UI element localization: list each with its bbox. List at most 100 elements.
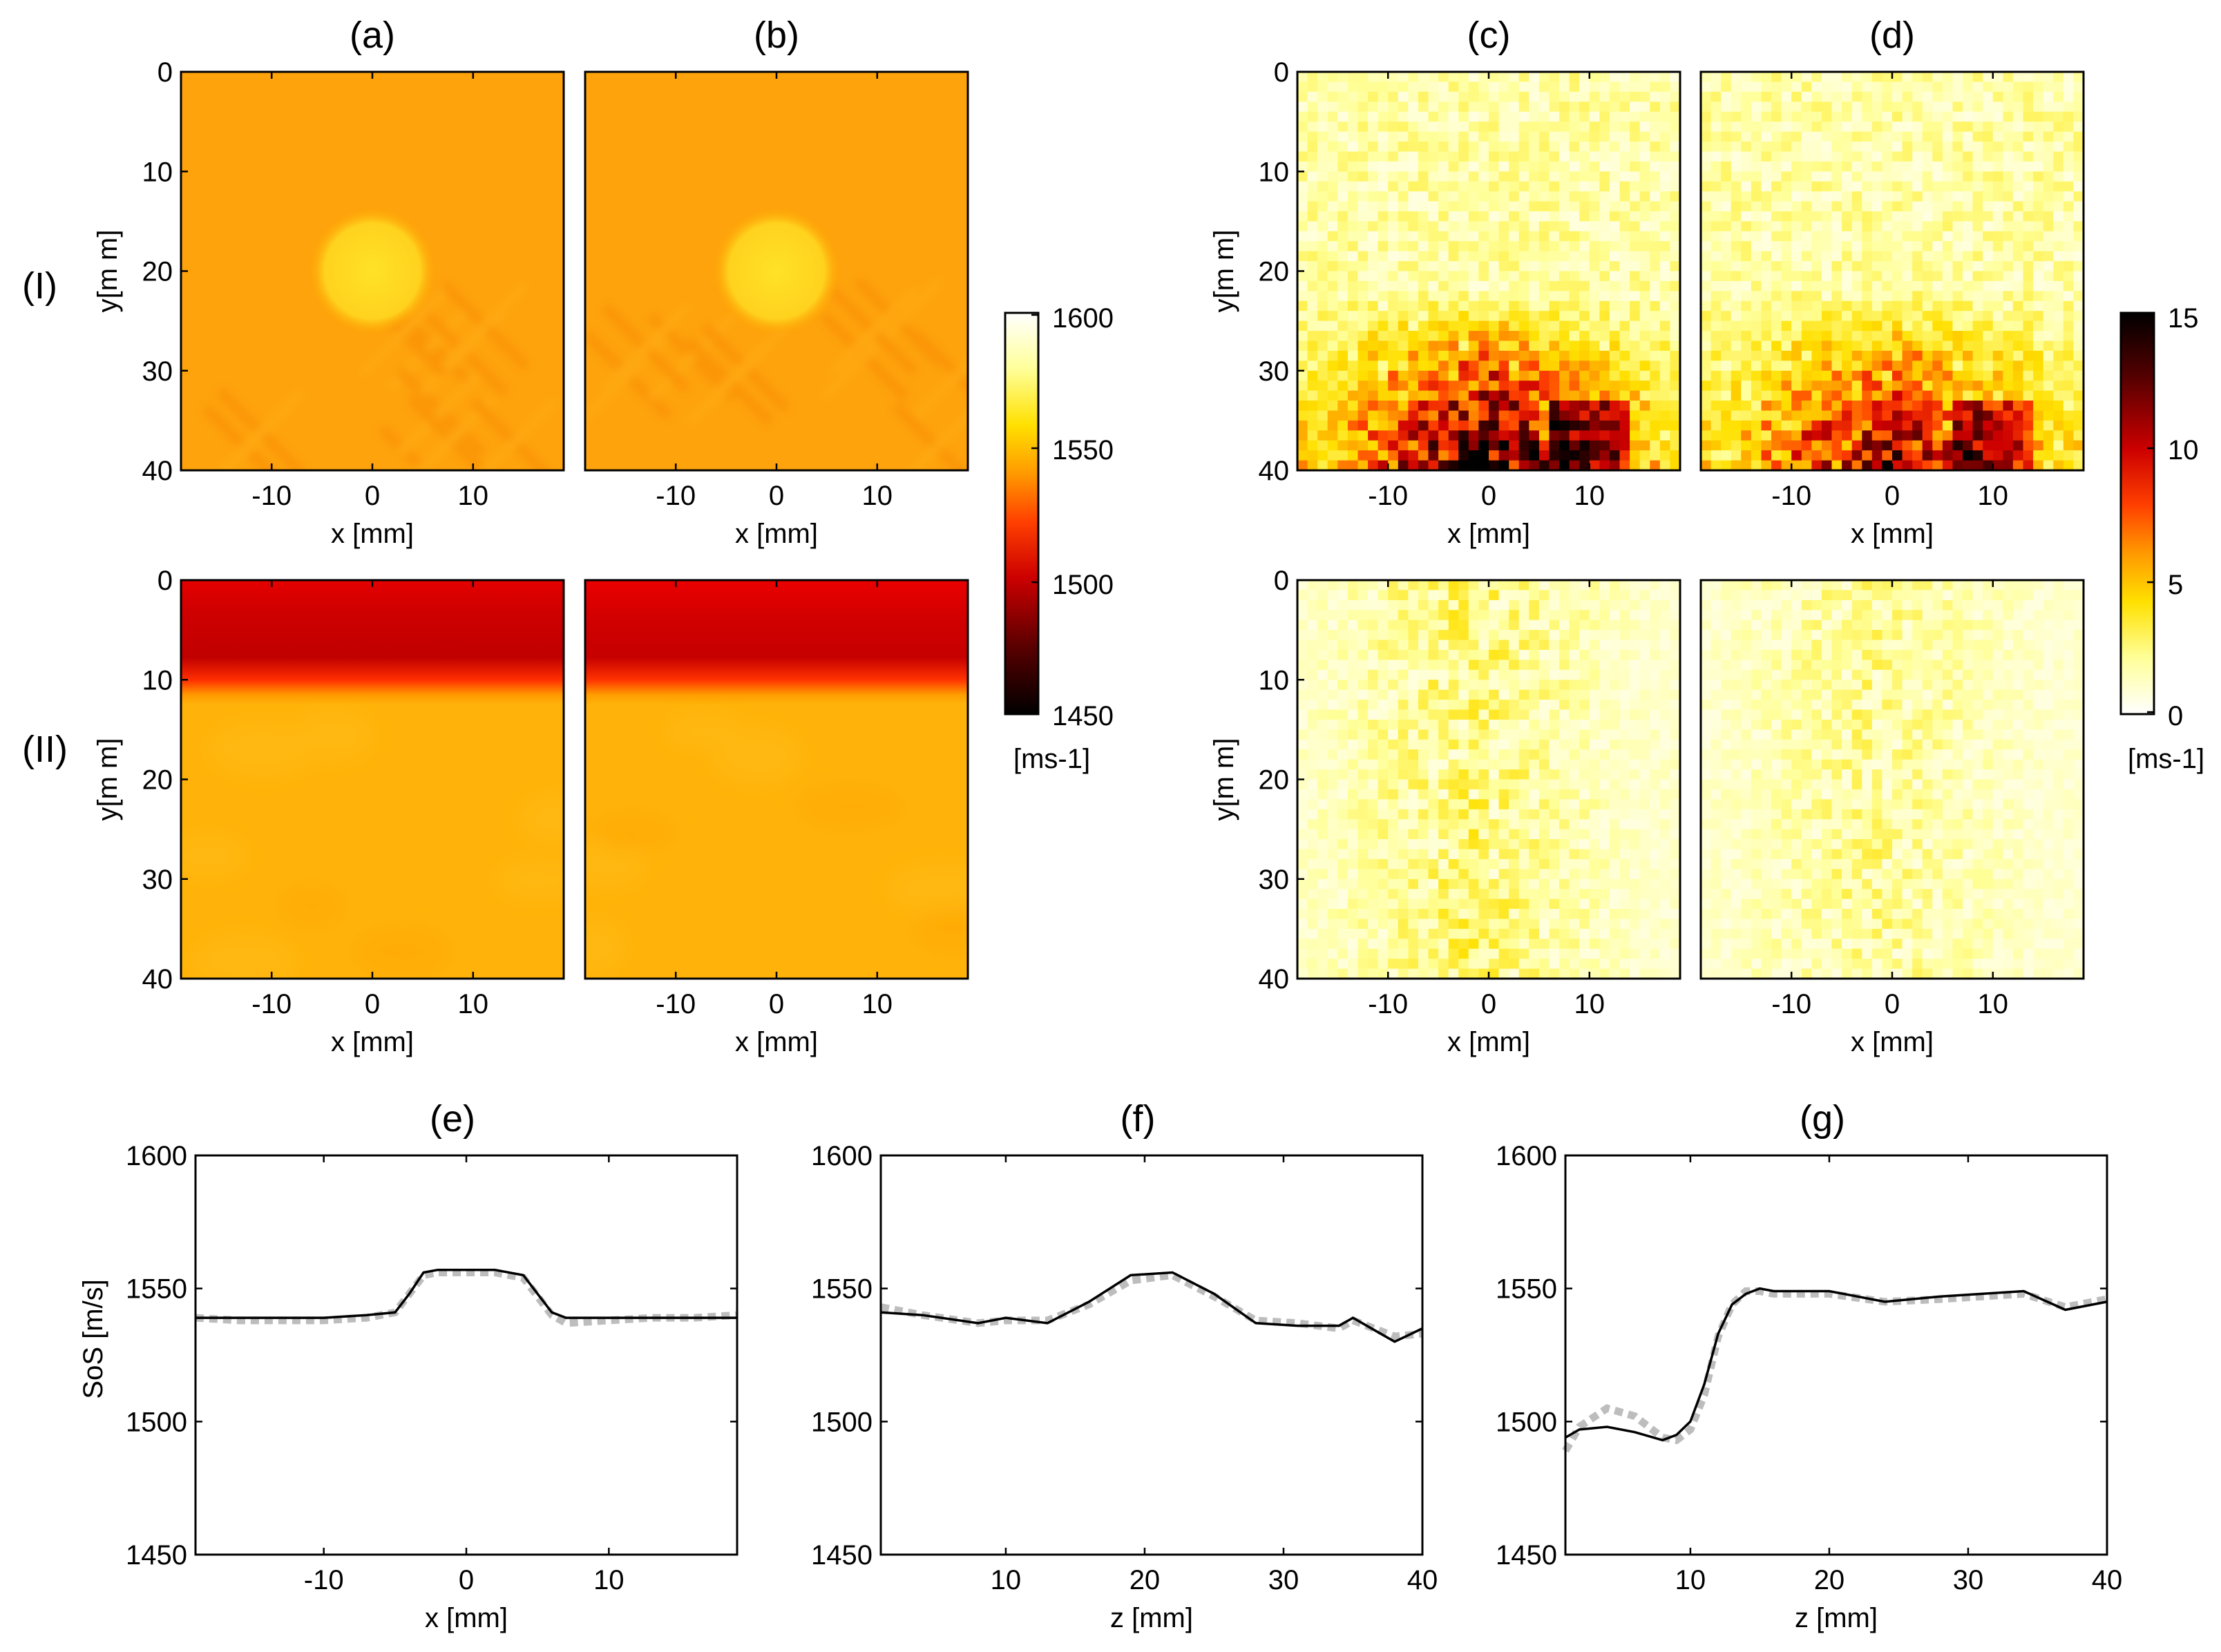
heatmap-cell [1871,450,1882,461]
heatmap-cell [1489,102,1500,113]
heatmap-cell [1428,241,1439,252]
heatmap-cell [1650,401,1661,411]
heatmap-cell [1650,361,1661,372]
heatmap-cell [1438,779,1449,790]
heatmap-cell [1529,241,1540,252]
heatmap-cell [1518,889,1529,900]
heatmap-cell [1378,590,1389,601]
heatmap-cell [1368,72,1379,82]
heatmap-cell [1549,669,1560,680]
heatmap-cell [1428,660,1439,671]
heatmap-cell [1963,450,1974,461]
heatmap-cell [1559,739,1570,750]
heatmap-cell [1529,311,1540,322]
heatmap-cell [1498,142,1509,152]
heatmap-cell [1801,390,1812,401]
heatmap-cell [2023,350,2034,361]
heatmap-cell [1801,630,1812,641]
heatmap-cell [1509,410,1520,421]
heatmap-cell [1337,580,1348,590]
heatmap-cell [1569,620,1580,631]
heatmap-cell [1549,251,1560,262]
heatmap-cell [1408,909,1419,919]
heatmap-cell [1489,829,1500,840]
heatmap-cell [1579,729,1590,740]
heatmap-cell [1589,869,1600,880]
heatmap-cell [1650,948,1661,959]
heatmap-cell [1317,390,1328,401]
heatmap-cell [1327,739,1338,750]
heatmap-cell [1609,610,1621,621]
heatmap-cell [2012,320,2024,332]
heatmap-cell [1529,370,1540,381]
heatmap-cell [1468,829,1479,840]
heatmap-cell [1882,221,1893,232]
x-axis-label: x [mm] [331,1027,414,1057]
heatmap-cell [1468,769,1479,780]
heatmap-cell [1821,350,1833,361]
error-colorbar-tick: 15 [2168,303,2199,334]
heatmap-cell [2003,420,2014,431]
heatmap-cell [1388,161,1399,172]
heatmap-cell [1559,878,1570,890]
heatmap-cell [1538,759,1550,770]
heatmap-cell [1992,410,2003,421]
heatmap-cell [1983,590,1994,601]
heatmap-cell [1388,959,1399,970]
heatmap-cell [1458,440,1469,451]
heatmap-cell [1448,430,1459,441]
heatmap-cell [1337,700,1348,711]
heatmap-cell [1842,111,1853,122]
heatmap-cell [1771,221,1782,232]
heatmap-cell [2053,420,2064,431]
heatmap-cell [1388,72,1399,82]
heatmap-cell [1317,311,1328,322]
heatmap-cell [2073,211,2084,222]
heatmap-cell [1498,899,1509,910]
heatmap-cell [1630,151,1641,162]
heatmap-cell [1327,401,1338,411]
heatmap-cell [1529,610,1540,621]
heatmap-cell [1902,251,1913,262]
heatmap-cell [1871,620,1882,631]
heatmap-cell [1972,211,1983,222]
heatmap-cell [1478,331,1489,342]
heatmap-cell [1630,131,1641,142]
heatmap-cell [1347,280,1359,291]
heatmap-cell [1932,381,1943,392]
heatmap-cell [1347,729,1359,740]
heatmap-cell [1963,590,1974,601]
heatmap-cell [1388,610,1399,621]
heatmap-cell [1357,789,1369,800]
heatmap-cell [1418,131,1429,142]
heatmap-cell [2043,440,2054,451]
heatmap-cell [1569,809,1580,820]
heatmap-cell [1731,181,1742,192]
heatmap-cell [1478,919,1489,930]
heatmap-cell [1518,241,1529,252]
heatmap-cell [1297,142,1308,152]
heatmap-cell [1357,350,1369,361]
heatmap-cell [1398,300,1409,311]
heatmap-cell [1731,221,1742,232]
heatmap-cell [1781,161,1792,172]
heatmap-cell [1418,181,1429,192]
heatmap-cell [2063,440,2074,451]
heatmap-cell [2043,420,2054,431]
heatmap-cell [1378,580,1389,590]
heatmap-cell [1398,858,1409,870]
heatmap-cell [1549,91,1560,102]
heatmap-cell [1408,759,1419,770]
heatmap-cell [1751,620,1762,631]
heatmap-cell [2012,261,2024,272]
heatmap-cell [1781,142,1792,152]
heatmap-cell [1448,829,1459,840]
heatmap-cell [1408,251,1419,262]
heatmap-cell [1388,968,1399,979]
heatmap-cell [1922,151,1933,162]
heatmap-cell [1418,300,1429,311]
heatmap-cell [1630,939,1641,950]
heatmap-cell [1388,580,1399,590]
heatmap-cell [1912,590,1923,601]
heatmap-cell [1902,131,1913,142]
